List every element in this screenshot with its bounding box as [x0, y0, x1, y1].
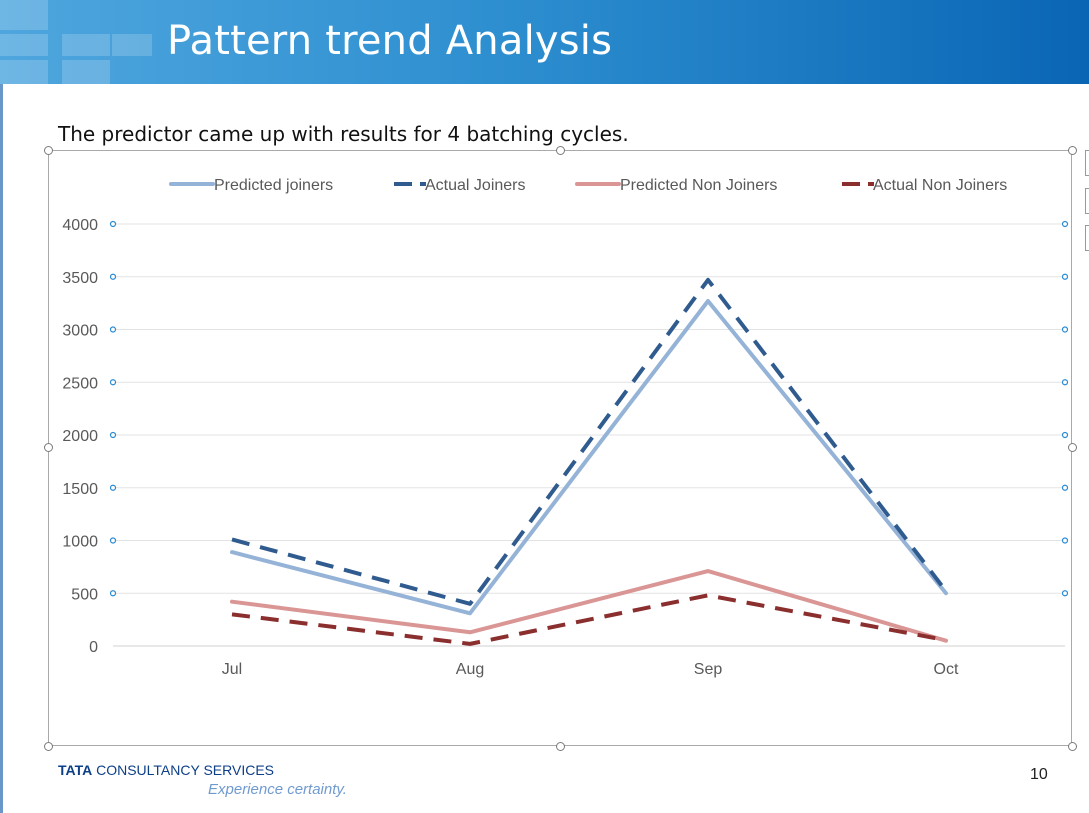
y-tick-label: 1500	[62, 481, 98, 498]
resize-handle-top-left[interactable]	[44, 146, 53, 155]
x-tick-label: Aug	[456, 661, 484, 678]
resize-handle-right[interactable]	[1068, 443, 1077, 452]
legend-label: Actual Joiners	[425, 177, 526, 194]
y-tick-label: 1000	[62, 534, 98, 551]
header-decor	[62, 34, 110, 56]
series-line-actual-joiners	[231, 277, 948, 606]
series-line-actual-non-joiners	[231, 593, 947, 646]
selection-dot	[109, 220, 117, 228]
resize-handle-bottom[interactable]	[556, 742, 565, 751]
y-tick-label: 0	[89, 639, 98, 656]
resize-handle-bottom-right[interactable]	[1068, 742, 1077, 751]
selection-dot	[1061, 379, 1069, 386]
legend[interactable]: Predicted joiners Actual Joiners Predicted…	[169, 177, 1007, 194]
selection-dot	[1061, 273, 1069, 280]
x-tick-label: Oct	[934, 661, 959, 678]
y-axis: 0 500 1000 1500 2000 2500 3000 3500 4000	[62, 217, 98, 656]
left-rule	[0, 84, 3, 813]
resize-handle-bottom-left[interactable]	[44, 742, 53, 751]
legend-label: Predicted joiners	[214, 177, 333, 194]
resize-handle-top-right[interactable]	[1068, 146, 1077, 155]
header-decor	[112, 34, 152, 56]
selection-dot	[1061, 537, 1069, 544]
selection-dot	[1061, 326, 1069, 333]
series-line-predicted-non-joiners	[230, 569, 948, 643]
header-decor	[0, 34, 48, 56]
selection-dot	[109, 537, 117, 544]
y-tick-label: 2500	[62, 375, 98, 392]
y-tick-label: 2000	[62, 428, 98, 445]
series-line-predicted-joiners	[230, 299, 948, 616]
slide-header: Pattern trend Analysis	[0, 0, 1089, 84]
slide-title: Pattern trend Analysis	[167, 18, 613, 64]
gridlines	[113, 223, 1065, 647]
slide-subtitle: The predictor came up with results for 4…	[58, 122, 629, 146]
selection-dot	[1061, 431, 1069, 439]
y-tick-label: 3000	[62, 323, 98, 340]
series-lines	[230, 277, 948, 646]
selection-dot	[109, 379, 117, 386]
header-decor	[0, 0, 48, 30]
chart-elements-button[interactable]	[1085, 150, 1089, 176]
selection-dot	[109, 431, 117, 439]
x-axis: Jul Aug Sep Oct	[222, 661, 959, 678]
y-tick-label: 500	[71, 586, 98, 603]
header-decor	[62, 60, 110, 84]
x-tick-label: Sep	[694, 661, 723, 678]
x-tick-label: Jul	[222, 661, 242, 678]
company-logo: TATA CONSULTANCY SERVICES	[58, 762, 275, 778]
axis-selection-dots	[109, 220, 1069, 597]
y-tick-label: 3500	[62, 270, 98, 287]
chart-filters-button[interactable]	[1085, 225, 1089, 251]
selection-dot	[109, 590, 117, 597]
page-number: 10	[1030, 766, 1048, 783]
selection-dot	[109, 484, 117, 491]
selection-dot	[1061, 220, 1069, 228]
selection-dot	[1061, 484, 1069, 491]
y-tick-label: 4000	[62, 217, 98, 234]
resize-handle-left[interactable]	[44, 443, 53, 452]
selection-dot	[109, 326, 117, 333]
resize-handle-top[interactable]	[556, 146, 565, 155]
selection-dot	[109, 273, 117, 280]
header-decor	[0, 60, 48, 84]
company-tagline: Experience certainty.	[208, 781, 347, 798]
legend-label: Actual Non Joiners	[873, 177, 1007, 194]
chart-styles-button[interactable]	[1085, 188, 1089, 214]
selection-dot	[1061, 590, 1069, 597]
legend-label: Predicted Non Joiners	[620, 177, 777, 194]
